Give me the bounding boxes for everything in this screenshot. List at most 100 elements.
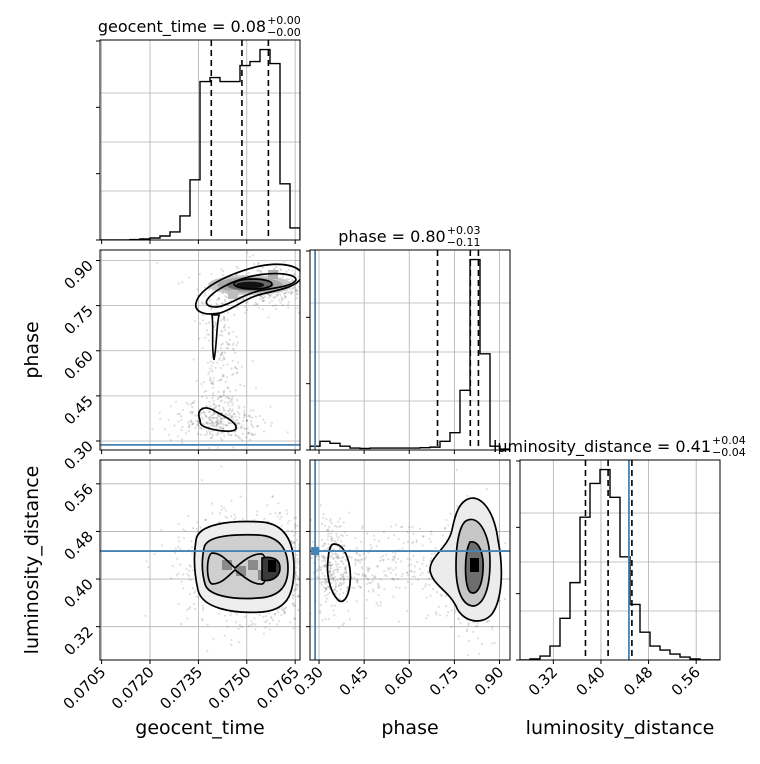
scatter-point xyxy=(340,282,342,284)
scatter-point xyxy=(230,399,233,402)
scatter-point xyxy=(263,295,267,299)
scatter-point xyxy=(189,403,193,406)
scatter-point xyxy=(285,509,288,512)
scatter-point xyxy=(220,422,223,425)
scatter-point xyxy=(245,419,249,422)
scatter-point xyxy=(329,535,333,538)
y-tick-label: 0.30 xyxy=(60,437,96,473)
scatter-point xyxy=(200,382,203,386)
scatter-point xyxy=(231,403,234,407)
scatter-point xyxy=(307,550,309,552)
scatter-point xyxy=(248,414,251,417)
title-lower-error: −0.11 xyxy=(447,236,481,249)
scatter-point xyxy=(327,529,330,532)
scatter-point xyxy=(179,548,182,551)
scatter-point xyxy=(220,465,223,468)
scatter-point xyxy=(331,573,334,577)
scatter-point xyxy=(210,437,213,440)
scatter-point xyxy=(220,420,223,423)
scatter-point xyxy=(169,405,173,408)
scatter-point xyxy=(329,539,333,542)
scatter-point xyxy=(226,396,229,399)
scatter-point xyxy=(156,261,159,265)
scatter-point xyxy=(364,576,367,579)
scatter-point xyxy=(341,556,344,559)
scatter-point xyxy=(344,569,348,572)
scatter-point xyxy=(333,524,337,528)
scatter-point xyxy=(253,262,256,266)
scatter-point xyxy=(276,294,279,297)
scatter-point xyxy=(417,578,420,581)
scatter-point xyxy=(233,518,236,521)
scatter-point xyxy=(284,607,287,610)
scatter-point xyxy=(250,432,253,436)
title-main: luminosity_distance = 0.41 xyxy=(493,437,711,457)
scatter-point xyxy=(236,367,239,370)
hist-1d-luminosity_distance xyxy=(520,460,720,660)
scatter-point xyxy=(215,302,218,305)
scatter-point xyxy=(216,419,219,422)
scatter-point xyxy=(210,364,213,367)
scatter-point xyxy=(330,582,333,585)
scatter-point xyxy=(336,571,339,574)
scatter-point xyxy=(324,594,327,598)
scatter-point xyxy=(220,268,223,271)
scatter-point xyxy=(267,316,270,319)
scatter-point xyxy=(293,286,296,289)
scatter-point xyxy=(236,371,239,374)
x-tick-label: 0.40 xyxy=(572,663,608,699)
scatter-point xyxy=(439,593,442,596)
y-tick-label: 0.56 xyxy=(60,480,96,516)
scatter-point xyxy=(339,577,342,580)
scatter-point xyxy=(221,317,225,321)
scatter-point xyxy=(226,347,230,350)
scatter-point xyxy=(223,317,226,320)
scatter-point xyxy=(332,557,336,560)
y-tick-label: 0.32 xyxy=(60,623,96,659)
scatter-point xyxy=(285,606,288,609)
scatter-point xyxy=(334,592,337,596)
density-fill xyxy=(235,281,265,289)
scatter-point xyxy=(391,558,394,561)
scatter-point xyxy=(284,611,287,614)
scatter-point xyxy=(239,437,242,440)
scatter-point xyxy=(291,596,295,599)
scatter-point xyxy=(337,607,339,609)
scatter-point xyxy=(250,416,254,419)
scatter-point xyxy=(204,421,207,424)
scatter-point xyxy=(191,412,194,415)
density-bin xyxy=(268,270,278,279)
scatter-point xyxy=(296,583,299,586)
scatter-point xyxy=(325,587,328,590)
scatter-point xyxy=(325,580,328,583)
scatter-point xyxy=(262,299,265,303)
scatter-point xyxy=(338,598,342,601)
scatter-point xyxy=(204,294,207,297)
scatter-point xyxy=(297,578,300,581)
scatter-point xyxy=(455,469,459,472)
scatter-point xyxy=(201,346,204,350)
scatter-point xyxy=(328,571,331,575)
scatter-point xyxy=(393,557,397,560)
scatter-point xyxy=(206,623,209,626)
scatter-point xyxy=(466,654,470,657)
scatter-point xyxy=(218,408,221,411)
scatter-point xyxy=(230,643,233,646)
scatter-point xyxy=(218,356,221,360)
scatter-point xyxy=(457,618,460,621)
scatter-point xyxy=(284,296,287,299)
scatter-point xyxy=(426,571,430,574)
scatter-point xyxy=(276,293,279,296)
scatter-point xyxy=(430,557,433,560)
scatter-point xyxy=(220,353,224,356)
scatter-point xyxy=(320,579,322,581)
scatter-point xyxy=(279,268,282,271)
scatter-point xyxy=(220,343,223,346)
scatter-point xyxy=(234,351,237,354)
scatter-point xyxy=(239,425,243,429)
scatter-point xyxy=(419,573,422,576)
scatter-point xyxy=(332,576,335,579)
scatter-point xyxy=(466,494,469,497)
scatter-point xyxy=(274,612,277,615)
scatter-point xyxy=(340,540,343,543)
